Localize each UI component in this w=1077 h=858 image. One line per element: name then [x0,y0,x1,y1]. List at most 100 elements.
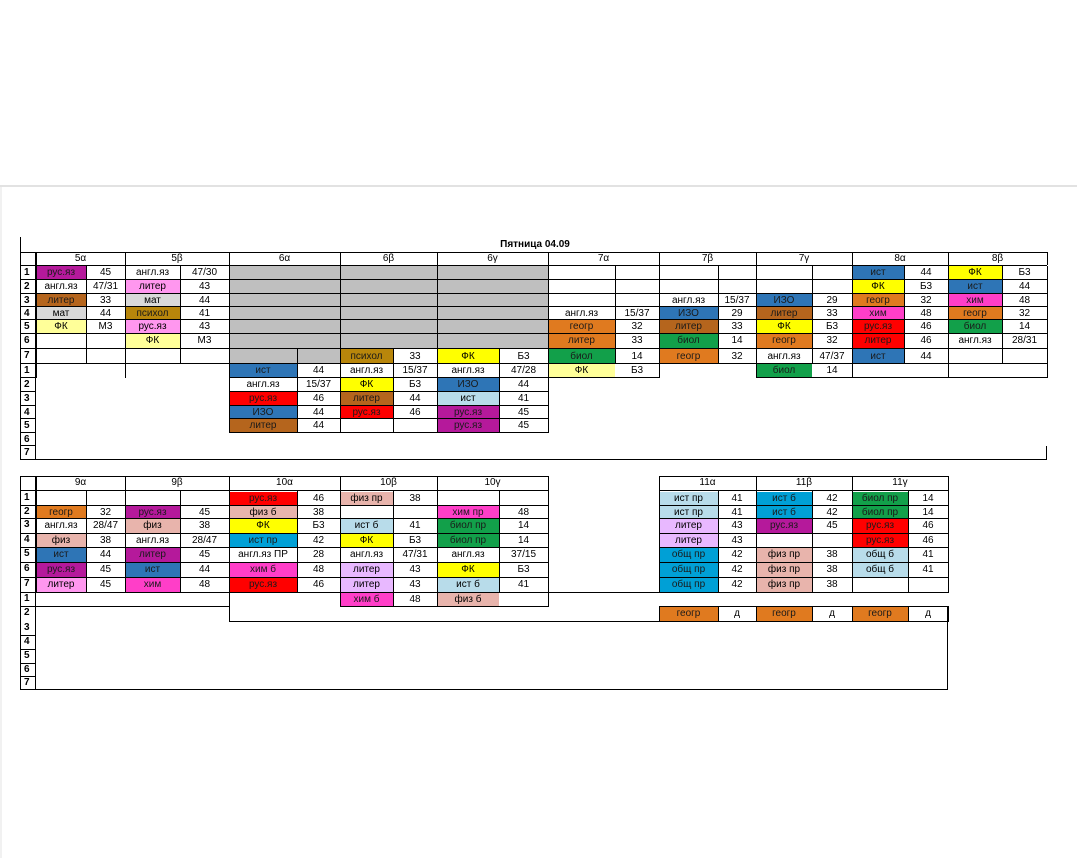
subject-cell: биол [948,320,1002,334]
class-header: 7α [597,253,610,264]
value-cell: 38 [826,549,838,560]
row-line [20,533,548,534]
col-line [437,266,438,378]
class-header: 9α [74,477,87,488]
subject-cell: литер [659,519,718,533]
lesson-number: 6 [24,434,30,445]
header-col [659,252,660,265]
top-border [20,252,1047,253]
value-cell: 37/15 [510,549,537,560]
value-cell: 38 [198,520,211,531]
subject-cell: литер [659,320,718,334]
subject-cell: литер [340,563,393,577]
lesson-number: 5 [24,420,30,431]
subject-cell: общ пр [659,548,718,562]
lesson-number: 4 [24,534,30,545]
subject-cell: рус.яз [756,519,812,533]
value-cell: англ.яз [246,379,280,390]
header-col [229,252,230,265]
value-cell: 32 [99,507,112,518]
col-line [297,491,298,593]
bottom-right-border [947,606,948,690]
row-line [548,592,659,593]
subject-cell: биол пр [437,534,499,547]
value-cell: 15/37 [305,379,332,390]
header-col [756,252,757,265]
col-line [659,606,660,622]
subject-cell: ФК [852,280,904,294]
lesson-number: 3 [24,519,30,530]
subject-cell: биол пр [852,492,908,505]
col-line [437,378,438,433]
row-line [20,279,1047,280]
subject-cell: литер [548,334,615,348]
row-line [20,518,548,519]
col-line [812,266,813,364]
value-cell: 33 [99,295,112,306]
row-line [20,663,36,664]
row-line [20,348,1047,349]
subject-cell: ФК [437,349,499,364]
col-line [756,266,757,378]
value-cell: 44 [1018,281,1031,292]
col-line [125,266,126,378]
subject-cell: геогр [948,307,1002,320]
value-cell: 47/37 [819,351,845,362]
subject-cell: ист [125,563,180,577]
subject-cell: хим б [229,563,297,577]
value-cell: англ.яз [44,281,78,292]
value-cell: 48 [409,594,421,605]
value-cell: 47/28 [510,365,537,376]
value-cell: 46 [312,579,325,590]
subject-cell: геогр [659,349,718,364]
value-cell: Б3 [517,351,530,362]
value-cell: 41 [922,564,934,575]
col-line [86,266,87,364]
row-line [659,577,948,578]
value-cell: 41 [731,507,743,518]
row-line [229,432,548,433]
col-line [229,476,230,593]
value-cell: 28/47 [191,535,218,546]
lesson-number: 1 [24,365,30,376]
subject-cell: хим б [340,593,393,606]
lesson-number: 2 [24,379,30,390]
subject-cell: литер [36,294,86,307]
subject-cell: физ б [437,593,499,606]
col-line [36,476,37,593]
value-cell: 44 [99,549,112,560]
col-line [499,491,500,593]
value-cell: 48 [517,507,530,518]
col-line [393,491,394,593]
row-line [20,405,36,406]
subject-cell: ист [948,280,1002,294]
value-cell: 48 [920,308,932,319]
class-header: 8α [894,253,906,264]
col-line [812,606,813,622]
value-cell: 14 [1018,321,1031,332]
value-cell: 46 [409,407,421,418]
subject-cell: ист [36,548,86,562]
value-cell: англ.яз [135,535,170,546]
col-line [548,266,549,378]
lesson-number: 2 [24,506,30,517]
value-cell: М3 [98,321,113,332]
row-line [20,377,36,378]
class-header: 11β [795,477,813,488]
value-cell: 33 [731,321,743,332]
lesson-number: 5 [24,321,30,332]
subject-cell: мат [36,307,86,320]
lesson-number: 6 [24,563,30,574]
value-cell: 15/37 [624,308,650,319]
value-cell: М3 [197,335,212,346]
value-cell: 38 [99,535,112,546]
class-header: 6γ [487,253,498,264]
subject-cell: ФК [340,378,393,392]
lesson-number: 7 [24,578,30,589]
subject-cell: физ [125,519,180,533]
bottom-left-border [20,476,21,690]
value-cell: 28/31 [1011,335,1038,346]
bottom-bottom-border [20,689,948,690]
subject-cell: общ б [852,548,908,562]
